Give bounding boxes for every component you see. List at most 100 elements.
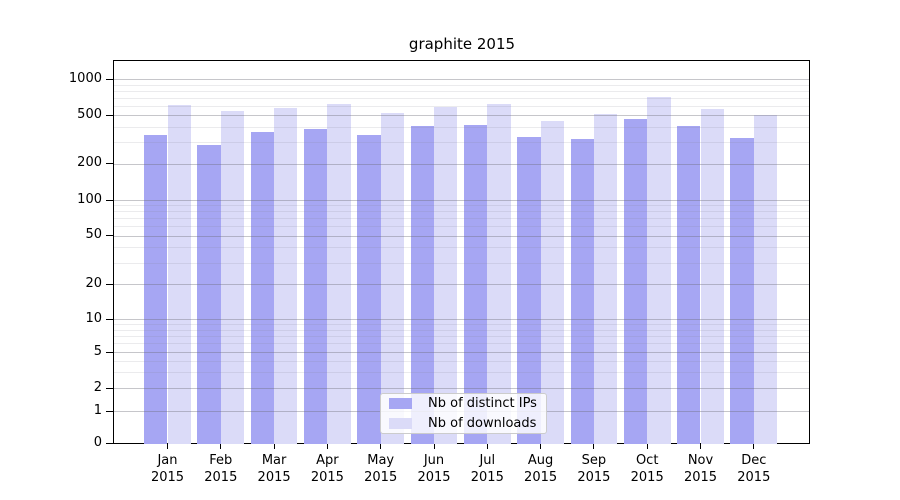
legend-label-distinct-ips: Nb of distinct IPs [428,396,537,411]
minor-gridline-400 [114,126,809,128]
y-tick-label-1000: 1000 [68,70,102,86]
bar-distinct-ips-jul-2015 [463,124,488,444]
major-gridline-10 [114,319,809,320]
x-tick-label-jan: Jan 2015 [150,453,185,485]
legend-item-downloads: Nb of downloads [389,416,538,431]
x-tick-mark-9 [593,444,595,449]
minor-gridline-30 [114,262,809,264]
minor-gridline-70 [114,218,809,220]
legend-label-downloads: Nb of downloads [428,416,537,431]
bar-distinct-ips-apr-2015 [304,128,328,444]
x-tick-label-aug: Aug 2015 [524,453,558,485]
bar-downloads-mar-2015 [274,107,298,444]
y-tick-mark-1000 [106,78,113,80]
chart-title: graphite 2015 [408,35,516,53]
x-tick-label-mar: Mar 2015 [257,453,291,485]
major-gridline-500 [114,115,809,116]
x-tick-label-jun: Jun 2015 [417,453,451,485]
minor-gridline-900 [114,84,809,86]
y-tick-mark-10 [106,318,113,320]
x-tick-mark-11 [700,444,701,449]
bar-downloads-aug-2015 [540,120,564,444]
legend-swatch-downloads [389,418,412,429]
minor-gridline-90 [114,205,809,207]
y-tick-mark-1 [106,410,113,412]
major-gridline-200 [114,163,809,165]
y-tick-label-20: 20 [85,275,102,291]
major-gridline-20 [114,284,809,285]
minor-gridline-7 [114,336,809,337]
bar-distinct-ips-sep-2015 [570,138,594,444]
major-gridline-2 [114,388,809,389]
y-tick-mark-200 [106,163,113,164]
y-tick-label-2: 2 [93,379,102,395]
y-tick-mark-0 [106,443,113,444]
bar-distinct-ips-aug-2015 [517,137,541,444]
bar-downloads-jun-2015 [434,106,458,444]
minor-gridline-4 [114,360,809,362]
bar-downloads-dec-2015 [753,114,778,444]
x-tick-mark-1 [167,444,168,449]
x-tick-mark-7 [486,444,488,449]
minor-gridline-80 [114,211,809,213]
major-gridline-1000 [114,79,809,80]
minor-gridline-9 [114,324,809,325]
bar-downloads-nov-2015 [700,109,724,444]
bar-distinct-ips-may-2015 [357,134,381,444]
minor-gridline-3 [114,372,809,374]
y-tick-label-200: 200 [77,155,102,170]
x-tick-label-jul: Jul 2015 [470,453,504,485]
x-tick-label-dec: Dec 2015 [737,453,771,485]
y-tick-mark-2 [106,387,113,389]
bar-downloads-apr-2015 [327,103,351,444]
bar-downloads-feb-2015 [220,111,245,444]
y-tick-label-5: 5 [93,343,102,359]
x-tick-mark-6 [433,444,435,449]
x-tick-label-oct: Oct 2015 [630,453,664,485]
bar-downloads-jul-2015 [487,104,511,444]
x-tick-label-feb: Feb 2015 [204,453,238,485]
y-tick-label-500: 500 [77,106,102,122]
bar-distinct-ips-oct-2015 [623,119,648,444]
y-tick-mark-5 [106,351,113,353]
y-tick-label-0: 0 [93,435,102,450]
major-gridline-50 [114,235,809,237]
bar-distinct-ips-jun-2015 [410,126,434,444]
bar-distinct-ips-mar-2015 [250,131,275,444]
minor-gridline-6 [114,343,809,345]
minor-gridline-300 [114,142,809,143]
y-tick-mark-50 [106,235,113,236]
x-tick-mark-8 [540,444,542,449]
x-tick-mark-3 [273,444,275,449]
x-tick-mark-5 [380,444,382,449]
x-tick-mark-4 [326,444,328,449]
bar-downloads-jan-2015 [167,105,191,444]
y-tick-mark-100 [106,199,113,201]
y-tick-label-50: 50 [85,227,102,242]
legend-item-distinct-ips: Nb of distinct IPs [389,396,538,411]
x-tick-label-apr: Apr 2015 [310,453,344,485]
bar-distinct-ips-dec-2015 [730,137,754,444]
legend-swatch-distinct-ips [389,398,412,409]
legend: Nb of distinct IPs Nb of downloads [380,393,547,434]
minor-gridline-600 [114,105,809,107]
minor-gridline-8 [114,329,809,331]
x-tick-mark-12 [753,444,755,449]
minor-gridline-60 [114,226,809,228]
x-tick-mark-2 [220,444,222,449]
y-tick-label-1: 1 [93,402,102,418]
x-tick-label-may: May 2015 [364,453,398,485]
y-tick-mark-500 [106,114,113,116]
x-tick-label-nov: Nov 2015 [683,453,718,485]
minor-gridline-800 [114,90,809,92]
y-tick-label-100: 100 [77,191,102,207]
minor-gridline-40 [114,247,809,249]
major-gridline-100 [114,200,809,201]
x-tick-mark-10 [646,444,648,449]
bar-downloads-may-2015 [380,112,405,444]
bar-distinct-ips-nov-2015 [677,125,701,444]
bar-distinct-ips-feb-2015 [197,144,221,444]
x-tick-label-sep: Sep 2015 [577,453,611,485]
bar-downloads-oct-2015 [647,97,671,444]
